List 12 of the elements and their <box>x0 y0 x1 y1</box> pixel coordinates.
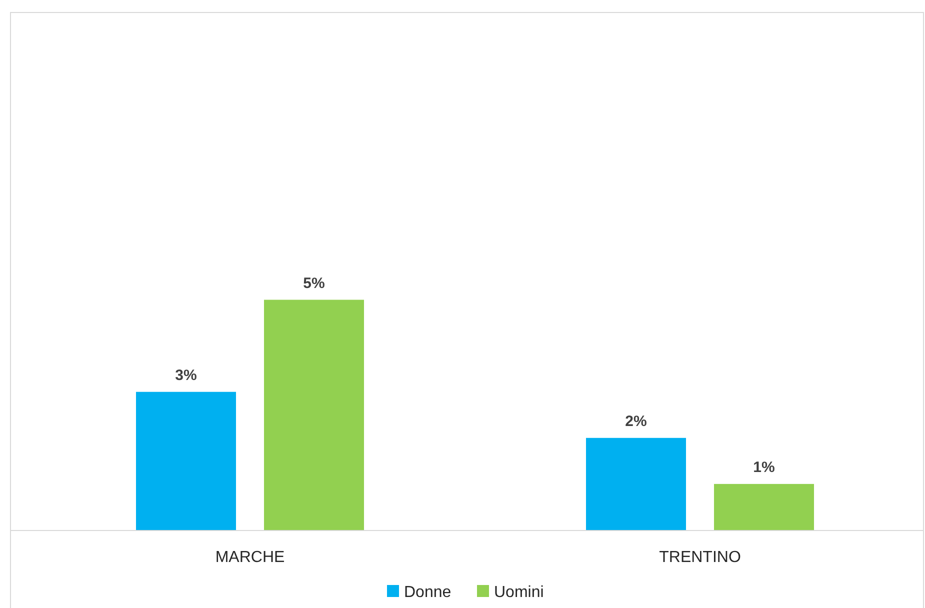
legend-label: Donne <box>404 584 452 601</box>
bar <box>264 300 364 530</box>
x-tick-label: MARCHE <box>215 549 285 566</box>
data-label: 1% <box>753 458 775 476</box>
data-label: 5% <box>303 274 325 292</box>
bar <box>714 484 814 530</box>
bar <box>586 438 686 530</box>
x-tick-label: TRENTINO <box>659 549 741 566</box>
data-label: 3% <box>175 366 197 384</box>
legend-label: Uomini <box>494 584 544 601</box>
data-label: 2% <box>625 412 647 430</box>
bar <box>136 392 236 530</box>
